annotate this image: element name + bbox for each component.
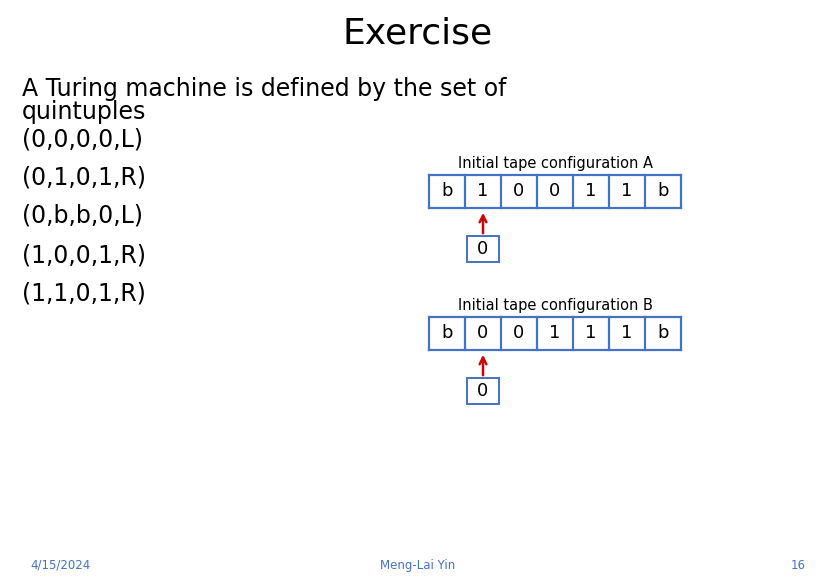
Text: 0: 0: [477, 240, 488, 258]
Text: (0,b,b,0,L): (0,b,b,0,L): [22, 204, 143, 228]
Text: Exercise: Exercise: [343, 17, 493, 51]
Text: (1,0,0,1,R): (1,0,0,1,R): [22, 243, 146, 267]
Bar: [467, 236, 499, 262]
Text: (1,1,0,1,R): (1,1,0,1,R): [22, 282, 145, 306]
Text: A Turing machine is defined by the set of: A Turing machine is defined by the set o…: [22, 77, 507, 101]
Text: 1: 1: [621, 183, 633, 201]
Text: quintuples: quintuples: [22, 100, 146, 124]
Text: 1: 1: [585, 183, 597, 201]
Text: 16: 16: [791, 559, 806, 572]
Text: b: b: [441, 183, 453, 201]
Text: 1: 1: [477, 183, 489, 201]
Text: b: b: [657, 325, 669, 342]
Text: 0: 0: [477, 382, 488, 400]
Text: (0,0,0,0,L): (0,0,0,0,L): [22, 127, 143, 151]
Text: Meng-Lai Yin: Meng-Lai Yin: [380, 559, 456, 572]
Text: Initial tape configuration B: Initial tape configuration B: [457, 298, 652, 313]
Bar: [467, 378, 499, 404]
Text: 0: 0: [513, 325, 525, 342]
Text: (0,1,0,1,R): (0,1,0,1,R): [22, 165, 146, 189]
Text: 4/15/2024: 4/15/2024: [30, 559, 90, 572]
Text: Initial tape configuration A: Initial tape configuration A: [457, 156, 653, 171]
Text: b: b: [657, 183, 669, 201]
Text: 1: 1: [585, 325, 597, 342]
Text: 0: 0: [549, 183, 561, 201]
Text: 1: 1: [621, 325, 633, 342]
Text: 1: 1: [549, 325, 561, 342]
Text: b: b: [441, 325, 453, 342]
Text: 0: 0: [477, 325, 488, 342]
Text: 0: 0: [513, 183, 525, 201]
